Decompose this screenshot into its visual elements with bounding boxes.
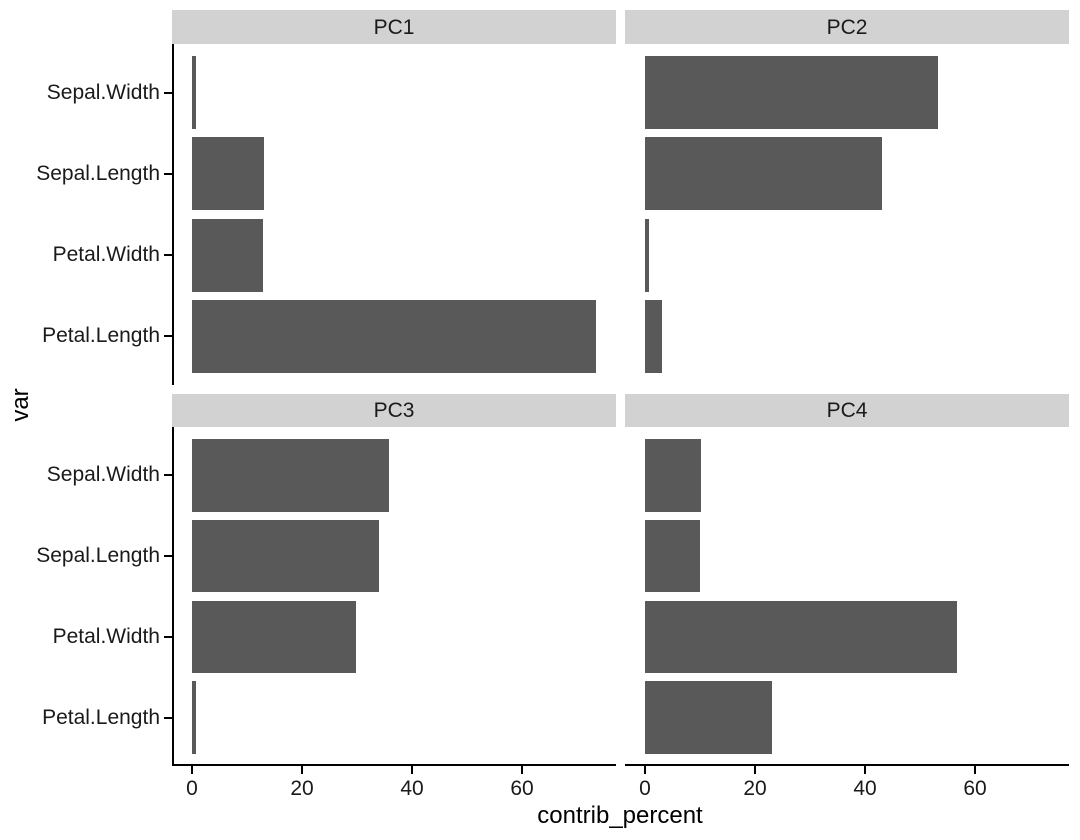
- facet-panel-pc4: [625, 427, 1069, 766]
- facet-strip-label: PC2: [826, 15, 868, 39]
- y-tick: [164, 555, 172, 557]
- bar-pc2-sepal.width: [645, 56, 939, 130]
- x-tick-label: 40: [853, 777, 877, 800]
- x-tick: [191, 766, 193, 774]
- y-axis-line: [172, 44, 174, 385]
- facet-strip-pc3: PC3: [172, 394, 616, 427]
- bar-pc4-petal.length: [645, 681, 772, 754]
- facet-panel-pc1: [172, 44, 616, 385]
- y-tick-label: Sepal.Width: [46, 81, 160, 104]
- bar-pc1-petal.width: [192, 218, 263, 292]
- x-axis-line: [172, 764, 616, 766]
- y-axis-title: var: [7, 388, 34, 422]
- facet-strip-label: PC1: [373, 15, 415, 39]
- x-tick-label: 40: [400, 777, 424, 800]
- bar-pc2-petal.length: [645, 299, 662, 373]
- y-axis-line: [172, 427, 174, 766]
- x-tick: [301, 766, 303, 774]
- x-tick: [644, 766, 646, 774]
- y-tick-label: Petal.Width: [52, 243, 160, 266]
- x-tick-label: 20: [290, 777, 314, 800]
- x-tick: [974, 766, 976, 774]
- y-tick-label: Petal.Length: [42, 324, 160, 347]
- bar-pc1-sepal.width: [192, 56, 197, 130]
- facet-strip-pc4: PC4: [625, 394, 1069, 427]
- bar-pc3-petal.width: [192, 600, 357, 674]
- bar-pc2-sepal.length: [645, 137, 883, 211]
- y-tick-label: Petal.Width: [52, 625, 160, 648]
- bar-pc2-petal.width: [645, 218, 649, 292]
- y-tick: [164, 335, 172, 337]
- y-tick-label: Petal.Length: [42, 706, 160, 729]
- facet-panel-pc3: [172, 427, 616, 766]
- y-tick-label: Sepal.Width: [46, 463, 160, 486]
- bar-pc3-petal.length: [192, 681, 196, 754]
- y-tick: [164, 173, 172, 175]
- bar-pc4-sepal.length: [645, 519, 701, 593]
- facet-panel-pc2: [625, 44, 1069, 385]
- y-tick: [164, 474, 172, 476]
- y-tick: [164, 92, 172, 94]
- x-tick-label: 60: [963, 777, 987, 800]
- bar-pc3-sepal.width: [192, 439, 390, 512]
- y-tick: [164, 717, 172, 719]
- facet-strip-pc2: PC2: [625, 10, 1069, 44]
- bar-pc4-sepal.width: [645, 439, 702, 512]
- y-tick-label: Sepal.Length: [36, 162, 160, 185]
- facet-strip-label: PC4: [826, 399, 868, 422]
- bar-pc1-petal.length: [192, 299, 596, 373]
- x-tick: [754, 766, 756, 774]
- x-tick: [864, 766, 866, 774]
- x-tick-label: 20: [743, 777, 767, 800]
- x-tick: [411, 766, 413, 774]
- bar-pc4-petal.width: [645, 600, 958, 674]
- y-tick: [164, 254, 172, 256]
- bar-pc3-sepal.length: [192, 519, 379, 593]
- x-tick-label: 0: [186, 777, 198, 800]
- y-tick-label: Sepal.Length: [36, 544, 160, 567]
- x-tick: [521, 766, 523, 774]
- x-axis-line: [625, 764, 1069, 766]
- x-axis-title: contrib_percent: [537, 802, 703, 829]
- bar-pc1-sepal.length: [192, 137, 265, 211]
- x-tick-label: 0: [639, 777, 651, 800]
- facet-strip-pc1: PC1: [172, 10, 616, 44]
- x-tick-label: 60: [510, 777, 534, 800]
- facet-strip-label: PC3: [373, 399, 415, 422]
- y-tick: [164, 636, 172, 638]
